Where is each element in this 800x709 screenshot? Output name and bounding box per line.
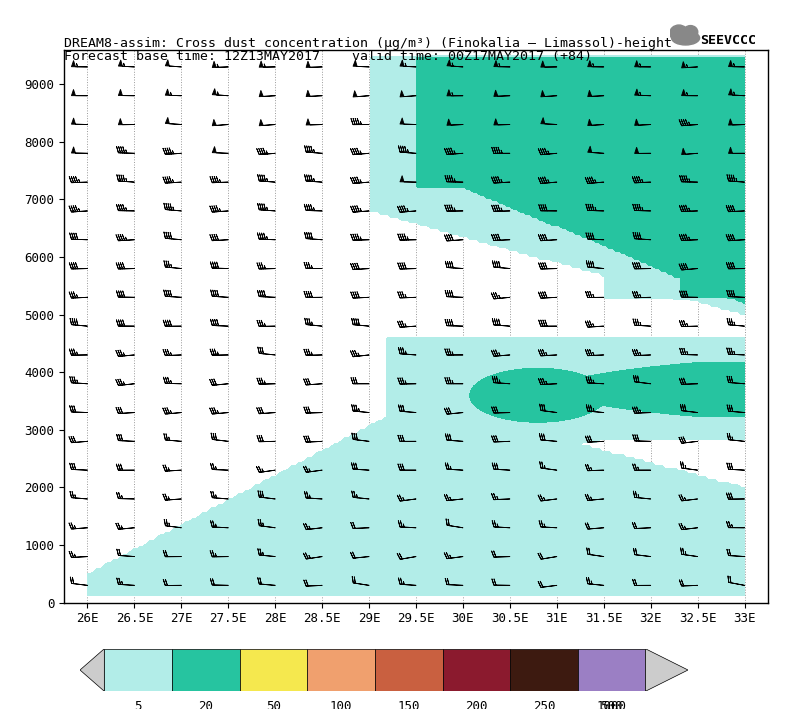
Text: Forecast base time: 12Z13MAY2017    valid time: 00Z17MAY2017 (+84): Forecast base time: 12Z13MAY2017 valid t… bbox=[64, 50, 592, 62]
Bar bbox=[104, 649, 172, 691]
Text: 100: 100 bbox=[330, 700, 352, 709]
Bar bbox=[442, 649, 510, 691]
Text: 500: 500 bbox=[600, 700, 623, 709]
Bar bbox=[172, 649, 240, 691]
Text: DREAM8-assim: Cross dust concentration (μg/m³) (Finokalia – Limassol)-height: DREAM8-assim: Cross dust concentration (… bbox=[64, 37, 672, 50]
Bar bbox=[375, 649, 442, 691]
Bar bbox=[240, 649, 307, 691]
Bar bbox=[307, 649, 375, 691]
Text: 200: 200 bbox=[465, 700, 487, 709]
Text: 5: 5 bbox=[134, 700, 142, 709]
Text: 20: 20 bbox=[198, 700, 214, 709]
Bar bbox=[578, 649, 646, 691]
Text: SEEVCCC: SEEVCCC bbox=[700, 34, 756, 47]
Text: 250: 250 bbox=[533, 700, 555, 709]
Circle shape bbox=[670, 25, 688, 41]
Text: 50: 50 bbox=[266, 700, 281, 709]
Circle shape bbox=[683, 26, 698, 38]
Polygon shape bbox=[80, 649, 104, 691]
Bar bbox=[510, 649, 578, 691]
Text: 1000: 1000 bbox=[597, 700, 626, 709]
Polygon shape bbox=[646, 649, 688, 691]
Text: 150: 150 bbox=[398, 700, 420, 709]
Ellipse shape bbox=[672, 31, 699, 45]
